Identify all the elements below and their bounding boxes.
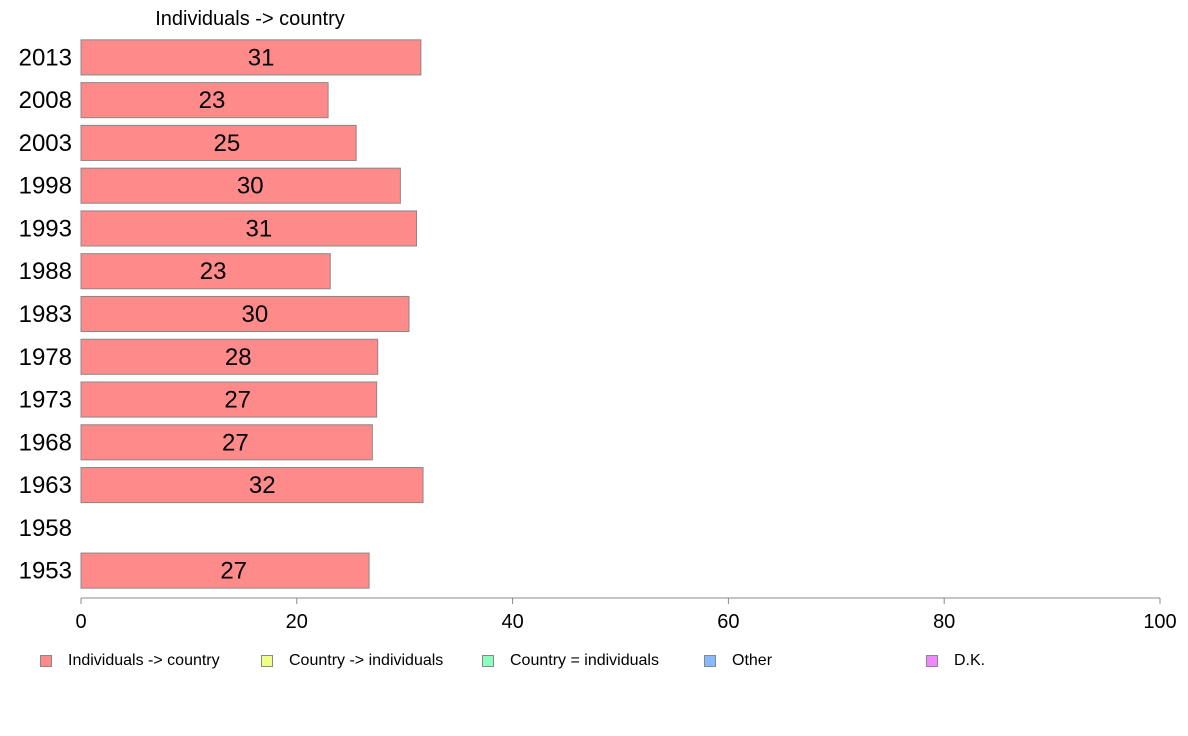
x-tick-label: 60 xyxy=(717,611,739,633)
x-tick-label: 100 xyxy=(1143,611,1176,633)
x-tick-label: 20 xyxy=(286,611,308,633)
y-tick-label: 1978 xyxy=(19,344,72,371)
x-tick-label: 80 xyxy=(933,611,955,633)
y-tick-label: 1953 xyxy=(19,558,72,585)
data-label: 30 xyxy=(241,301,268,328)
legend: Individuals -> country Country -> indivi… xyxy=(40,651,1180,671)
y-tick-label: 1968 xyxy=(19,429,72,456)
data-label: 27 xyxy=(224,387,251,414)
bar xyxy=(80,39,422,76)
data-label: 27 xyxy=(222,429,249,456)
y-tick-label: 2013 xyxy=(19,44,72,71)
bar xyxy=(80,552,370,589)
bar xyxy=(80,424,373,461)
bar xyxy=(80,210,418,247)
x-axis: 0 20 40 60 80 100 xyxy=(75,597,1177,633)
data-label: 23 xyxy=(199,87,226,114)
data-label: 25 xyxy=(213,130,240,157)
bar xyxy=(80,295,410,333)
bar xyxy=(80,338,379,375)
y-tick-label: 1998 xyxy=(19,173,72,200)
legend-label: Country -> individuals xyxy=(289,652,444,669)
y-tick-label: 1963 xyxy=(19,472,72,499)
legend-swatch xyxy=(261,655,273,667)
legend-item-individuals-country: Individuals -> country xyxy=(40,651,220,671)
legend-item-country-equals-individuals: Country = individuals xyxy=(482,651,659,671)
legend-label: Other xyxy=(732,652,773,669)
legend-item-dk: D.K. xyxy=(926,651,985,671)
chart-title: Individuals -> country xyxy=(155,8,345,30)
legend-label: Country = individuals xyxy=(510,652,659,669)
y-tick-label: 1983 xyxy=(19,301,72,328)
legend-item-country-individuals: Country -> individuals xyxy=(261,651,443,671)
y-tick-label: 1958 xyxy=(19,515,72,542)
bar xyxy=(80,381,378,418)
data-label: 23 xyxy=(200,258,227,285)
legend-label: D.K. xyxy=(954,652,986,669)
y-tick-label: 1973 xyxy=(19,387,72,414)
legend-swatch xyxy=(482,655,494,667)
y-tick-label: 1993 xyxy=(19,215,72,242)
data-label: 32 xyxy=(249,472,276,499)
legend-label: Individuals -> country xyxy=(68,652,220,669)
data-label: 31 xyxy=(248,44,275,71)
bar xyxy=(80,124,357,161)
data-label: 30 xyxy=(237,173,264,200)
y-tick-label: 1988 xyxy=(19,258,72,285)
legend-swatch xyxy=(926,655,938,667)
bar-chart: Individuals -> country 31 23 25 30 31 23 30 28 2… xyxy=(19,8,1177,633)
bar xyxy=(80,253,331,290)
data-label: 28 xyxy=(225,344,252,371)
bar xyxy=(80,82,329,119)
bar xyxy=(80,467,424,504)
x-tick-label: 0 xyxy=(75,611,86,633)
data-label: 31 xyxy=(246,215,273,242)
bar xyxy=(80,167,401,204)
legend-item-other: Other xyxy=(704,651,772,671)
y-tick-label: 2008 xyxy=(19,87,72,114)
legend-swatch xyxy=(704,655,716,667)
y-tick-label: 2003 xyxy=(19,130,72,157)
x-tick-label: 40 xyxy=(501,611,523,633)
y-axis-labels: 2013 2008 2003 1998 1993 1988 1983 1978 1973 1968… xyxy=(19,44,72,584)
data-label: 27 xyxy=(220,558,247,585)
legend-swatch xyxy=(40,655,52,667)
